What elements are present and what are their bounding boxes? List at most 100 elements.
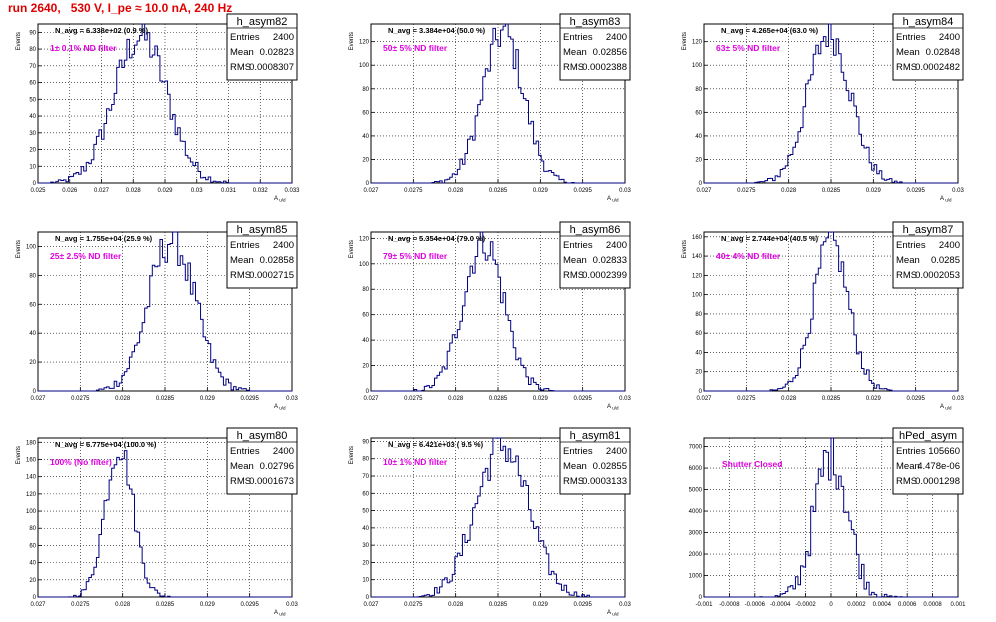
stat-label: RMS <box>563 270 584 281</box>
y-tick-label: 20 <box>29 578 36 584</box>
histogram-line <box>704 23 958 184</box>
stats-box-frame <box>892 427 964 495</box>
stats-box: hPed_asym Entries 105660 Mean4.478e-06RMS0.… <box>892 427 964 495</box>
stat-value: 0.0285 <box>931 255 960 266</box>
stat-value: 2400 <box>939 240 960 251</box>
stats-box: h_asym81 Entries 2400 Mean 0.02855 RMS0.00031… <box>559 427 631 495</box>
stat-value: 2400 <box>606 32 627 43</box>
y-axis-title: Events <box>349 32 355 50</box>
filter-annotation: 50± 5% ND filter <box>383 43 448 53</box>
y-tick-label: 80 <box>362 87 369 93</box>
x-tick-label: 0.0295 <box>573 602 592 608</box>
stat-value: 0.0002482 <box>915 62 960 73</box>
x-axis-title: A u/d <box>607 196 619 203</box>
histogram-title: h_asym83 <box>570 16 621 28</box>
histogram-line <box>704 437 958 598</box>
stat-label: RMS <box>563 476 584 487</box>
stats-box: h_asym86 Entries 2400 Mean 0.02833 RMS0.00023… <box>559 221 631 289</box>
stat-label: Mean <box>230 47 254 58</box>
stats-box: h_asym82 Entries 2400 Mean 0.02823 RMS0.00083… <box>226 13 298 81</box>
stat-label: RMS <box>896 270 917 281</box>
stats-box-frame <box>226 13 298 81</box>
x-tick-label: 0.0295 <box>906 188 925 194</box>
y-tick-label: 60 <box>362 110 369 116</box>
stat-value: 0.0001673 <box>249 476 294 487</box>
stat-label: Entries <box>563 446 593 457</box>
histogram-title: h_asym80 <box>237 430 288 442</box>
stats-box-frame <box>559 13 631 81</box>
x-tick-label: 0.001 <box>950 602 966 608</box>
filter-annotation: 1± 0.1% ND filter <box>50 43 117 53</box>
x-tick-label: 0.0004 <box>873 602 892 608</box>
x-tick-label: 0.029 <box>866 188 882 194</box>
stat-value: 2400 <box>606 446 627 457</box>
x-axis-title: A u/d <box>940 196 952 203</box>
y-axis-title: Events <box>16 446 22 464</box>
y-tick-label: 60 <box>29 543 36 549</box>
x-tick-label: 0.029 <box>533 602 549 608</box>
histogram-title: h_asym82 <box>237 16 288 28</box>
filter-annotation: 10± 1% ND filter <box>383 457 448 467</box>
y-tick-label: 80 <box>695 87 702 93</box>
y-tick-label: 20 <box>695 370 702 376</box>
stat-label: Entries <box>896 32 926 43</box>
y-tick-label: 80 <box>29 526 36 532</box>
y-tick-label: 40 <box>29 331 36 337</box>
x-tick-label: -0.0002 <box>795 602 816 608</box>
x-tick-label: 0.03 <box>191 188 203 194</box>
stat-value: 0.02848 <box>926 47 960 58</box>
y-tick-label: 1000 <box>689 574 703 580</box>
y-tick-label: 140 <box>692 254 703 260</box>
x-tick-label: 0.027 <box>94 188 110 194</box>
navg-label: N_avg = 6.775e+04 (100.0 %) <box>55 440 157 449</box>
y-tick-label: 30 <box>362 543 369 549</box>
stats-box: h_asym84 Entries 2400 Mean 0.02848 RMS0.00024… <box>892 13 964 81</box>
x-tick-label: 0 <box>829 602 833 608</box>
stat-label: RMS <box>230 270 251 281</box>
x-tick-label: -0.0008 <box>719 602 740 608</box>
stat-value: 0.0003133 <box>582 476 627 487</box>
x-tick-label: 0.027 <box>30 396 46 402</box>
y-axis-title: Events <box>16 240 22 258</box>
histogram-title: h_asym86 <box>570 224 621 236</box>
stats-box-frame <box>892 221 964 289</box>
y-tick-label: 50 <box>29 97 36 103</box>
x-tick-label: 0.027 <box>363 396 379 402</box>
stat-label: Mean <box>563 255 587 266</box>
y-tick-label: 20 <box>695 157 702 163</box>
y-tick-label: 3000 <box>689 531 703 537</box>
y-tick-label: 20 <box>29 148 36 154</box>
stat-value: 0.0002053 <box>915 270 960 281</box>
x-tick-label: 0.03 <box>952 396 964 402</box>
x-axis-title: A u/d <box>274 610 286 617</box>
x-tick-label: 0.026 <box>62 188 78 194</box>
stat-value: 0.02856 <box>593 47 627 58</box>
y-tick-label: 10 <box>362 578 369 584</box>
stats-box-frame <box>226 221 298 289</box>
y-tick-label: 140 <box>26 475 37 481</box>
histogram-line <box>38 231 292 392</box>
y-tick-label: 40 <box>29 114 36 120</box>
x-tick-label: 0.0275 <box>71 602 90 608</box>
histogram-panel: 0.027 0.0275 0.028 0.0285 0.029 0.0295 0.03 0 20… <box>682 13 964 203</box>
navg-label: N_avg = 3.384e+04 (50.0 %) <box>388 26 486 35</box>
y-tick-label: 100 <box>359 262 370 268</box>
x-tick-label: 0.0275 <box>737 396 756 402</box>
y-axis-title: Events <box>682 32 688 50</box>
x-axis-title: A u/d <box>274 404 286 411</box>
filter-annotation: 63± 5% ND filter <box>716 43 781 53</box>
stat-label: Entries <box>230 446 260 457</box>
stats-box: h_asym85 Entries 2400 Mean 0.02858 RMS0.00027… <box>226 221 298 289</box>
y-tick-label: 40 <box>695 350 702 356</box>
y-tick-label: 120 <box>26 492 37 498</box>
y-tick-label: 160 <box>26 457 37 463</box>
x-tick-label: -0.0004 <box>770 602 791 608</box>
histogram-line <box>38 450 292 598</box>
x-tick-label: 0.028 <box>448 602 464 608</box>
y-tick-label: 0 <box>33 389 37 395</box>
stats-box-frame <box>226 427 298 495</box>
stat-label: Entries <box>563 32 593 43</box>
stat-value: 0.02796 <box>260 461 294 472</box>
y-tick-label: 40 <box>29 561 36 567</box>
x-tick-label: 0.0008 <box>923 602 942 608</box>
